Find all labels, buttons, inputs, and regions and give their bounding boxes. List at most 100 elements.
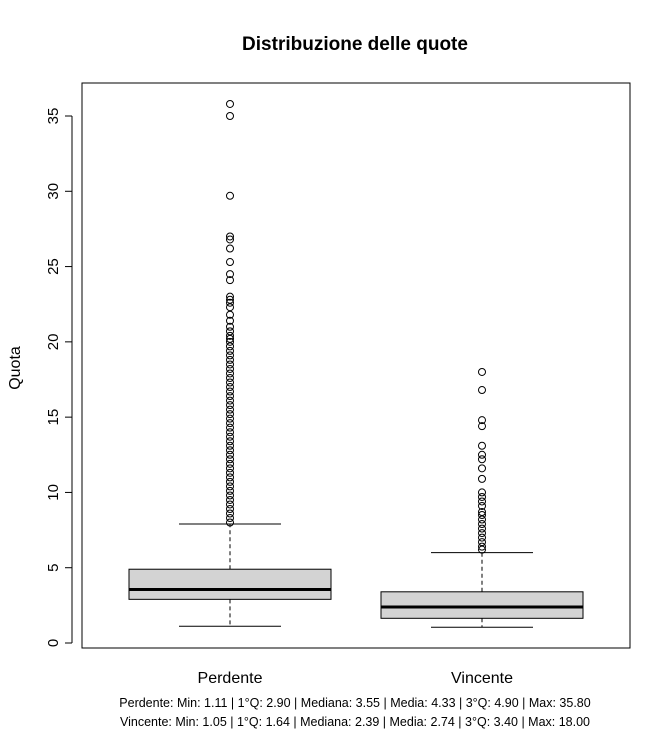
box-perdente bbox=[128, 99, 332, 627]
outlier-point-perdente bbox=[226, 495, 234, 504]
outlier-point-perdente bbox=[226, 446, 234, 455]
y-tick-label-15: 15 bbox=[45, 409, 62, 426]
outlier-point-vincente bbox=[478, 511, 486, 520]
outlier-point-perdente bbox=[226, 477, 234, 486]
x-tick-label-vincente: Vincente bbox=[451, 670, 513, 687]
outlier-point-vincente bbox=[478, 367, 486, 376]
iqr-box-perdente bbox=[128, 568, 332, 600]
outlier-point-vincente bbox=[478, 474, 486, 483]
outlier-point-vincente bbox=[478, 542, 486, 551]
outlier-point-perdente bbox=[226, 468, 234, 477]
outlier-point-perdente bbox=[226, 387, 234, 396]
outlier-point-perdente bbox=[226, 405, 234, 414]
outlier-point-perdente bbox=[226, 322, 234, 331]
outlier-point-perdente bbox=[226, 428, 234, 437]
outlier-point-perdente bbox=[226, 276, 234, 285]
outlier-point-perdente bbox=[226, 316, 234, 325]
outlier-point-perdente bbox=[226, 369, 234, 378]
outlier-point-perdente bbox=[226, 373, 234, 382]
outlier-point-vincente bbox=[478, 545, 486, 554]
outlier-point-vincente bbox=[478, 533, 486, 542]
outlier-point-perdente bbox=[226, 437, 234, 446]
outlier-point-vincente bbox=[478, 497, 486, 506]
iqr-box-vincente bbox=[380, 591, 584, 619]
outlier-point-perdente bbox=[226, 423, 234, 432]
y-tick-label-10: 10 bbox=[45, 484, 62, 501]
outlier-point-perdente bbox=[226, 99, 234, 108]
stats-annotation-vincente: Vincente: Min: 1.05 | 1°Q: 1.64 | Median… bbox=[120, 715, 590, 729]
outlier-point-perdente bbox=[226, 360, 234, 369]
outlier-point-perdente bbox=[226, 401, 234, 410]
outlier-point-perdente bbox=[226, 410, 234, 419]
x-axis-labels: Perdente Vincente bbox=[198, 670, 514, 687]
y-tick-label-5: 5 bbox=[45, 564, 62, 572]
y-tick-label-25: 25 bbox=[45, 258, 62, 275]
x-tick-label-perdente: Perdente bbox=[198, 670, 263, 687]
outlier-point-perdente bbox=[226, 396, 234, 405]
outlier-point-vincente bbox=[478, 515, 486, 524]
outlier-point-perdente bbox=[226, 509, 234, 518]
y-tick-label-20: 20 bbox=[45, 334, 62, 351]
outlier-point-perdente bbox=[226, 491, 234, 500]
outlier-point-vincente bbox=[478, 529, 486, 538]
plot-frame bbox=[81, 82, 631, 649]
outlier-point-vincente bbox=[478, 422, 486, 431]
outlier-point-perdente bbox=[226, 331, 234, 340]
outlier-point-vincente bbox=[478, 455, 486, 464]
outlier-point-vincente bbox=[478, 441, 486, 450]
y-axis-label: Quota bbox=[7, 346, 24, 390]
outlier-point-perdente bbox=[226, 473, 234, 482]
outlier-point-vincente bbox=[478, 501, 486, 510]
outlier-point-vincente bbox=[478, 492, 486, 501]
outlier-point-perdente bbox=[226, 258, 234, 267]
outlier-point-perdente bbox=[226, 346, 234, 355]
outlier-point-perdente bbox=[226, 191, 234, 200]
outlier-point-perdente bbox=[226, 500, 234, 509]
outlier-point-perdente bbox=[226, 303, 234, 312]
outlier-point-perdente bbox=[226, 334, 234, 343]
outlier-point-perdente bbox=[226, 270, 234, 279]
outlier-point-perdente bbox=[226, 450, 234, 459]
outlier-point-vincente bbox=[478, 386, 486, 395]
outlier-point-perdente bbox=[226, 383, 234, 392]
y-tick-label-35: 35 bbox=[45, 108, 62, 125]
outlier-point-perdente bbox=[226, 112, 234, 120]
outlier-point-perdente bbox=[226, 518, 234, 527]
outlier-point-perdente bbox=[226, 378, 234, 387]
outlier-point-vincente bbox=[478, 538, 486, 547]
outlier-point-perdente bbox=[226, 486, 234, 495]
outlier-point-perdente bbox=[226, 392, 234, 401]
outlier-point-vincente bbox=[478, 464, 486, 473]
outlier-point-vincente bbox=[478, 524, 486, 533]
outlier-point-perdente bbox=[226, 310, 234, 319]
outlier-point-perdente bbox=[226, 235, 234, 244]
outlier-point-perdente bbox=[226, 327, 234, 336]
outlier-point-vincente bbox=[478, 450, 486, 459]
outlier-point-perdente bbox=[226, 364, 234, 373]
outlier-point-perdente bbox=[226, 232, 234, 241]
outlier-point-perdente bbox=[226, 514, 234, 523]
outlier-point-perdente bbox=[226, 295, 234, 304]
outlier-point-perdente bbox=[226, 414, 234, 423]
outlier-point-perdente bbox=[226, 459, 234, 468]
outlier-point-perdente bbox=[226, 432, 234, 441]
outlier-point-vincente bbox=[478, 488, 486, 497]
outlier-point-perdente bbox=[226, 464, 234, 473]
outlier-point-perdente bbox=[226, 342, 234, 351]
outlier-point-perdente bbox=[226, 351, 234, 360]
y-tick-label-0: 0 bbox=[45, 639, 62, 647]
chart-title: Distribuzione delle quote bbox=[242, 34, 468, 55]
outlier-point-perdente bbox=[226, 298, 234, 307]
y-tick-label-30: 30 bbox=[45, 183, 62, 200]
stats-annotation-perdente: Perdente: Min: 1.11 | 1°Q: 2.90 | Median… bbox=[119, 696, 590, 710]
outlier-point-perdente bbox=[226, 419, 234, 428]
outlier-point-perdente bbox=[226, 244, 234, 253]
outlier-point-perdente bbox=[226, 504, 234, 513]
outlier-point-perdente bbox=[226, 455, 234, 464]
boxes bbox=[128, 99, 584, 628]
outlier-point-vincente bbox=[478, 520, 486, 529]
outlier-point-vincente bbox=[478, 416, 486, 425]
outlier-point-perdente bbox=[226, 292, 234, 301]
